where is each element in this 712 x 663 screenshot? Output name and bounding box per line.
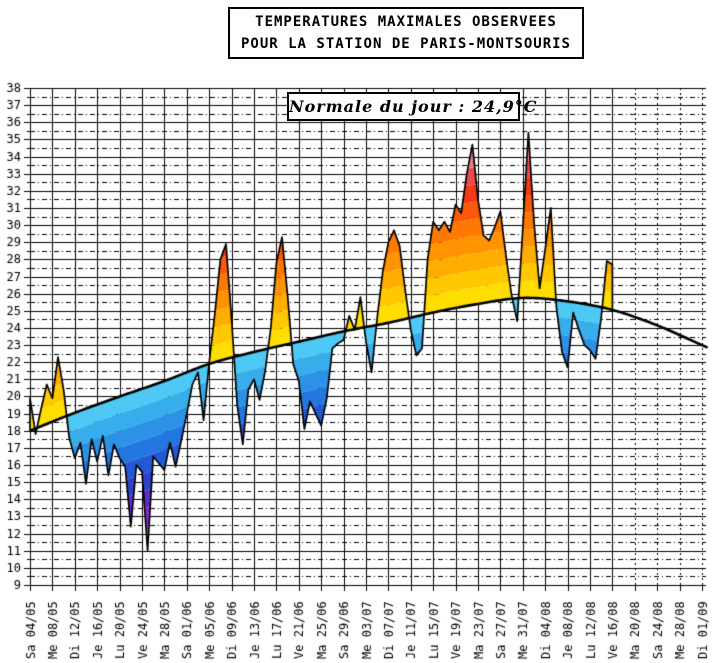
chart-title-line2: POUR LA STATION DE PARIS-MONTSOURIS: [240, 36, 571, 52]
normal-annotation-box: Normale du jour : 24,9°C: [287, 92, 537, 121]
normal-annotation-text: Normale du jour : 24,9°C: [289, 97, 538, 116]
chart-title-line1: TEMPERATURES MAXIMALES OBSERVEES: [255, 14, 557, 30]
chart-title-box: TEMPERATURES MAXIMALES OBSERVEES POUR LA…: [228, 7, 584, 59]
